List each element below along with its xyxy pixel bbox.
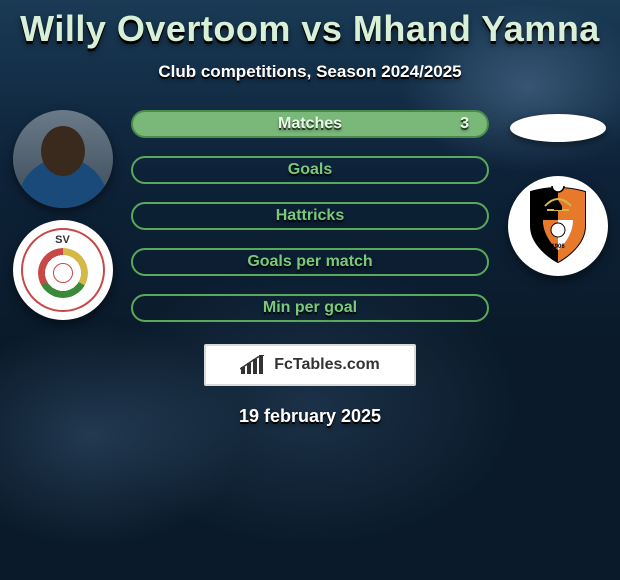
right-column: 1906: [495, 110, 620, 276]
stat-label: Min per goal: [263, 299, 357, 317]
stat-bar-hattricks: Hattricks: [131, 202, 489, 230]
player-photo-left: [13, 110, 113, 208]
stat-bar-matches: Matches 3: [131, 110, 489, 138]
stat-label: Hattricks: [276, 207, 344, 225]
main-row: SV Matches 3 Goals Hattricks Goals per m…: [0, 110, 620, 322]
svg-text:1906: 1906: [551, 244, 565, 250]
stat-bar-goals: Goals: [131, 156, 489, 184]
stat-value-right: 3: [460, 115, 469, 133]
date-text: 19 february 2025: [239, 406, 381, 427]
stat-bar-goals-per-match: Goals per match: [131, 248, 489, 276]
club-badge-right: 1906: [508, 176, 608, 276]
stat-label: Goals: [288, 161, 332, 179]
bar-chart-icon: [240, 355, 268, 375]
stat-label: Matches: [278, 115, 342, 133]
club-badge-left: SV: [13, 220, 113, 320]
brand-text: FcTables.com: [274, 356, 380, 374]
shield-icon: 1906: [523, 186, 593, 266]
club-badge-left-text: SV: [55, 234, 70, 246]
stat-label: Goals per match: [247, 253, 372, 271]
page-title: Willy Overtoom vs Mhand Yamna: [20, 8, 600, 50]
subtitle: Club competitions, Season 2024/2025: [158, 62, 461, 82]
player-placeholder-right: [510, 114, 606, 142]
stat-bar-min-per-goal: Min per goal: [131, 294, 489, 322]
brand-box: FcTables.com: [204, 344, 416, 386]
stats-column: Matches 3 Goals Hattricks Goals per matc…: [125, 110, 495, 322]
left-column: SV: [0, 110, 125, 320]
